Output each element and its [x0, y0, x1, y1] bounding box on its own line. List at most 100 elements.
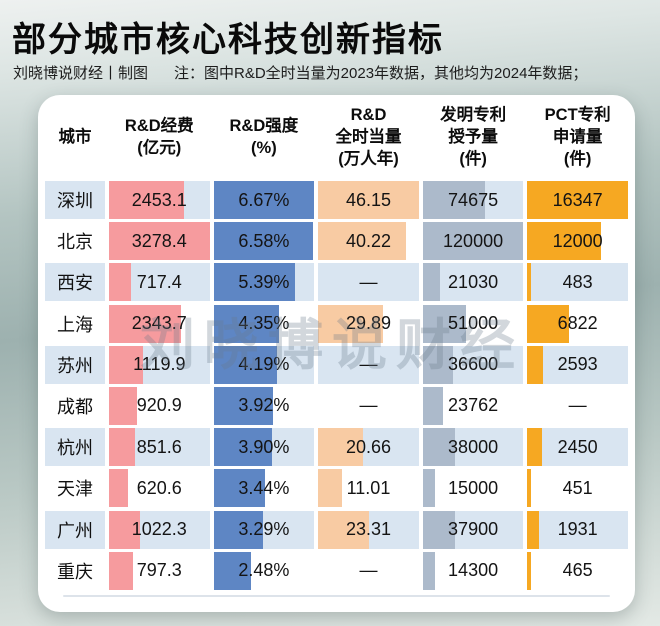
column-header-line: PCT专利	[544, 106, 611, 125]
cell-value: 3.44%	[238, 477, 290, 498]
cell-value: 1022.3	[131, 519, 187, 539]
cell-value: 16347	[552, 189, 603, 210]
data-table-card: 城市 R&D经费 (亿元) R&D强度 (%) R&D 全时当量 (万人年) 发明专利 授予量 (件…	[38, 95, 635, 612]
pct_applications-bar	[527, 551, 531, 590]
rd_fte-bar	[318, 428, 364, 467]
pct_applications-bar	[527, 263, 531, 302]
rd_intensity-bar	[213, 551, 251, 590]
cell-value: 920.9	[136, 395, 182, 416]
cell-value: 2593	[557, 354, 598, 375]
cell-value: 5.39%	[238, 271, 290, 292]
cell-value: 3278.4	[131, 230, 187, 251]
rd_expense-bar	[109, 263, 131, 302]
value-cell-rd_fte: 23.31	[318, 510, 419, 549]
value-cell-rd_intensity: 3.90%	[213, 428, 315, 467]
cell-value: 2.48%	[238, 560, 290, 581]
column-header-rd_fte: R&D 全时当量 (万人年)	[318, 95, 419, 181]
pct_applications-bar	[527, 304, 570, 343]
cell-value: 4.19%	[238, 354, 290, 375]
value-cell-patents_granted: 36600	[422, 345, 524, 384]
cell-value: —	[359, 560, 378, 581]
cell-value: 620.6	[136, 477, 182, 498]
rd_fte-bar	[318, 181, 419, 219]
rd_intensity-bar	[213, 304, 280, 343]
cell-value: 46.15	[345, 189, 391, 210]
patents_granted-bar	[422, 345, 454, 384]
cell-value: 14300	[448, 560, 499, 581]
city-cell: 北京	[57, 232, 93, 253]
cell-value: 21030	[448, 271, 499, 292]
value-cell-patents_granted: 15000	[422, 469, 524, 508]
value-cell-rd_expense: 1022.3	[109, 510, 210, 549]
column-header-line: (件)	[563, 149, 592, 168]
cell-value: 37900	[448, 519, 499, 539]
cell-value: 23.31	[345, 519, 391, 539]
value-cell-patents_granted: 14300	[422, 551, 524, 590]
patents_granted-bar	[422, 428, 455, 467]
value-cell-rd_intensity: 6.58%	[213, 222, 315, 261]
note-text: 注：图中R&D全时当量为2023年数据，其他均为2024年数据；	[174, 65, 588, 82]
pct_applications-bar	[527, 469, 531, 508]
column-header-pct_applications: PCT专利 申请量 (件)	[527, 95, 628, 181]
column-header-line: 全时当量	[335, 128, 402, 147]
value-cell-rd_intensity: 4.19%	[213, 345, 315, 384]
value-cell-rd_intensity: 2.48%	[213, 551, 315, 590]
rd_intensity-bar	[213, 263, 295, 302]
city-cell: 重庆	[57, 561, 93, 582]
rd_fte-bar	[318, 222, 406, 261]
value-cell-pct_applications: 16347	[527, 181, 628, 219]
cell-value: 20.66	[345, 436, 391, 457]
value-cell-pct_applications: 6822	[527, 304, 628, 343]
value-cell-rd_intensity: 3.29%	[213, 510, 315, 549]
cell-value: —	[359, 354, 378, 375]
cell-value: 51000	[448, 313, 499, 334]
rd_expense-bar	[109, 181, 185, 219]
cell-value: 483	[562, 271, 593, 292]
rd_intensity-bar	[213, 222, 313, 261]
rd_expense-bar	[109, 386, 138, 425]
patents_granted-bar	[422, 181, 486, 219]
value-cell-rd_fte: —	[318, 387, 419, 425]
subtitle-row: 刘晓博说财经丨制图 注：图中R&D全时当量为2023年数据，其他均为2024年数…	[13, 62, 653, 83]
cell-value: 74675	[448, 189, 499, 210]
value-cell-rd_intensity: 3.44%	[213, 469, 315, 508]
cell-value: 6822	[557, 313, 598, 334]
table-row: 苏州 1119.9 4.19% — 36600 2593	[45, 345, 628, 384]
table-row: 广州 1022.3 3.29% 23.31 37900 1931	[45, 510, 628, 549]
value-cell-rd_expense: 797.3	[109, 551, 210, 590]
rd_intensity-bar	[213, 386, 273, 425]
pct_applications-bar	[527, 428, 543, 467]
cell-value: 2450	[557, 436, 598, 457]
cell-value: 465	[562, 560, 593, 581]
column-header-line: R&D强度	[229, 117, 299, 136]
pct_applications-bar	[527, 345, 544, 384]
cell-value: 38000	[448, 436, 499, 457]
table-row: 深圳 2453.1 6.67% 46.15 74675 16347	[45, 181, 628, 219]
cell-value: 6.58%	[238, 230, 290, 251]
cell-value: 451	[562, 477, 593, 498]
value-cell-pct_applications: 1931	[527, 510, 628, 549]
patents_granted-bar	[422, 386, 443, 425]
value-cell-rd_expense: 851.6	[109, 428, 210, 467]
patents_granted-bar	[422, 551, 435, 590]
value-cell-pct_applications: —	[527, 387, 628, 425]
rd_expense-bar	[109, 222, 210, 261]
value-cell-rd_fte: —	[318, 552, 419, 590]
value-cell-rd_expense: 2453.1	[109, 181, 210, 219]
column-header-line: 发明专利	[440, 106, 507, 125]
value-cell-rd_fte: 40.22	[318, 222, 419, 261]
rd_expense-bar	[109, 428, 136, 467]
city-cell: 上海	[57, 314, 93, 335]
cell-value: 29.89	[345, 313, 391, 334]
rd_intensity-bar	[213, 345, 277, 384]
cell-value: 4.35%	[238, 313, 290, 334]
table-row: 重庆 797.3 2.48% — 14300 465	[45, 551, 628, 590]
patents_granted-bar	[422, 263, 441, 302]
cell-value: —	[359, 271, 378, 292]
patents_granted-bar	[422, 469, 436, 508]
value-cell-rd_expense: 2343.7	[109, 304, 210, 343]
value-cell-patents_granted: 37900	[422, 510, 524, 549]
city-cell: 苏州	[45, 345, 105, 384]
city-cell: 广州	[45, 510, 105, 549]
rd_intensity-bar	[213, 181, 315, 219]
